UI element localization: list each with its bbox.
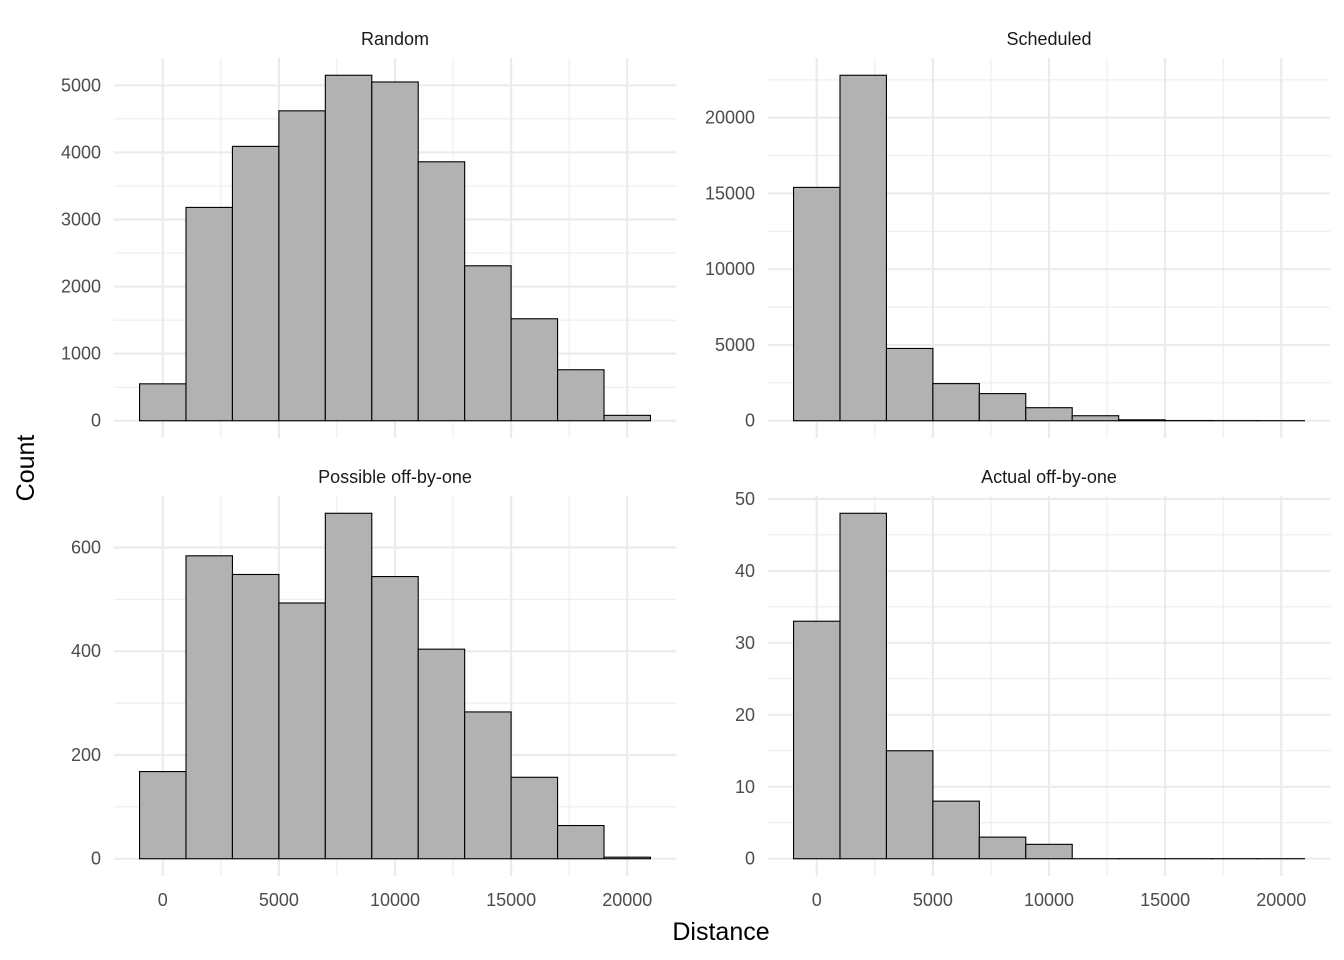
histogram-bar: [417, 648, 466, 860]
y-tick-label: 1000: [61, 344, 101, 364]
y-tick-label: 5000: [715, 335, 755, 355]
histogram-bar: [324, 512, 373, 860]
histogram-bar: [792, 186, 841, 422]
y-axis-title: Count: [12, 435, 40, 502]
histogram-bar: [978, 393, 1027, 422]
x-tick-label: 0: [158, 890, 168, 910]
histogram-bar: [1071, 415, 1120, 422]
x-tick-label: 20000: [1256, 890, 1306, 910]
histogram-bar: [185, 555, 233, 860]
x-tick-label: 15000: [1140, 890, 1190, 910]
histogram-bar: [557, 369, 605, 422]
histogram-bar: [278, 602, 326, 860]
y-tick-label: 200: [71, 745, 101, 765]
panel-possible-off-by-one: Possible off-by-one 0 200 400 600 0 5000 10000 1…: [71, 467, 676, 910]
y-tick-label: 20: [735, 705, 755, 725]
y-tick-label: 2000: [61, 277, 101, 297]
histogram-bar: [464, 711, 512, 860]
y-tick-label: 50: [735, 489, 755, 509]
histogram-bar: [231, 145, 280, 422]
histogram-bar: [185, 206, 233, 422]
y-tick-label: 40: [735, 561, 755, 581]
x-tick-label: 10000: [1024, 890, 1074, 910]
histogram-bar: [138, 383, 187, 422]
y-tick-label: 0: [745, 411, 755, 431]
histogram-bar: [885, 750, 934, 860]
y-tick-label: 400: [71, 641, 101, 661]
y-tick-label: 4000: [61, 142, 101, 162]
x-tick-label: 5000: [913, 890, 953, 910]
histogram-bar: [231, 573, 280, 860]
histogram-bar: [371, 576, 419, 860]
histogram-bar: [464, 265, 512, 422]
panel-random: Random 0 1000 2000 3000 4000 5000: [61, 29, 676, 438]
histogram-bar: [1025, 407, 1073, 422]
histogram-bar: [510, 776, 559, 860]
histogram-bar: [1118, 419, 1166, 422]
panel-title: Scheduled: [1006, 29, 1091, 49]
panel-scheduled: Scheduled 0 5000 10000 15000 20000: [705, 29, 1330, 438]
histogram-bar: [603, 414, 652, 422]
panel-actual-off-by-one: Actual off-by-one 0 10 20 30 40 50 0 5000 10000 15…: [735, 467, 1330, 910]
histogram-bar: [371, 81, 419, 422]
x-tick-label: 5000: [259, 890, 299, 910]
histogram-bar: [278, 110, 326, 422]
histogram-bar: [1025, 843, 1073, 860]
y-tick-label: 10: [735, 777, 755, 797]
y-tick-label: 0: [745, 849, 755, 869]
histogram-bar: [932, 383, 980, 422]
histogram-bar: [557, 824, 605, 860]
histogram-bar: [792, 620, 841, 860]
y-tick-label: 15000: [705, 183, 755, 203]
x-tick-label: 15000: [486, 890, 536, 910]
histogram-bar: [932, 800, 980, 860]
y-tick-label: 30: [735, 633, 755, 653]
y-tick-label: 0: [91, 849, 101, 869]
y-tick-label: 10000: [705, 259, 755, 279]
histogram-bar: [417, 161, 466, 422]
histogram-bar: [839, 512, 887, 860]
y-tick-label: 0: [91, 411, 101, 431]
y-tick-label: 3000: [61, 209, 101, 229]
histogram-bar: [978, 836, 1027, 860]
histogram-bar: [510, 318, 559, 422]
histogram-bar: [839, 74, 887, 422]
histogram-bar: [324, 74, 373, 422]
x-tick-label: 0: [812, 890, 822, 910]
y-tick-label: 20000: [705, 108, 755, 128]
panel-title: Random: [361, 29, 429, 49]
x-tick-label: 20000: [602, 890, 652, 910]
x-axis-title: Distance: [672, 918, 769, 946]
y-tick-label: 600: [71, 538, 101, 558]
y-tick-label: 5000: [61, 75, 101, 95]
histogram-bar: [603, 856, 652, 860]
panel-title: Possible off-by-one: [318, 467, 472, 487]
histogram-bar: [885, 347, 934, 422]
x-tick-label: 10000: [370, 890, 420, 910]
panel-title: Actual off-by-one: [981, 467, 1117, 487]
histogram-bar: [138, 771, 187, 860]
